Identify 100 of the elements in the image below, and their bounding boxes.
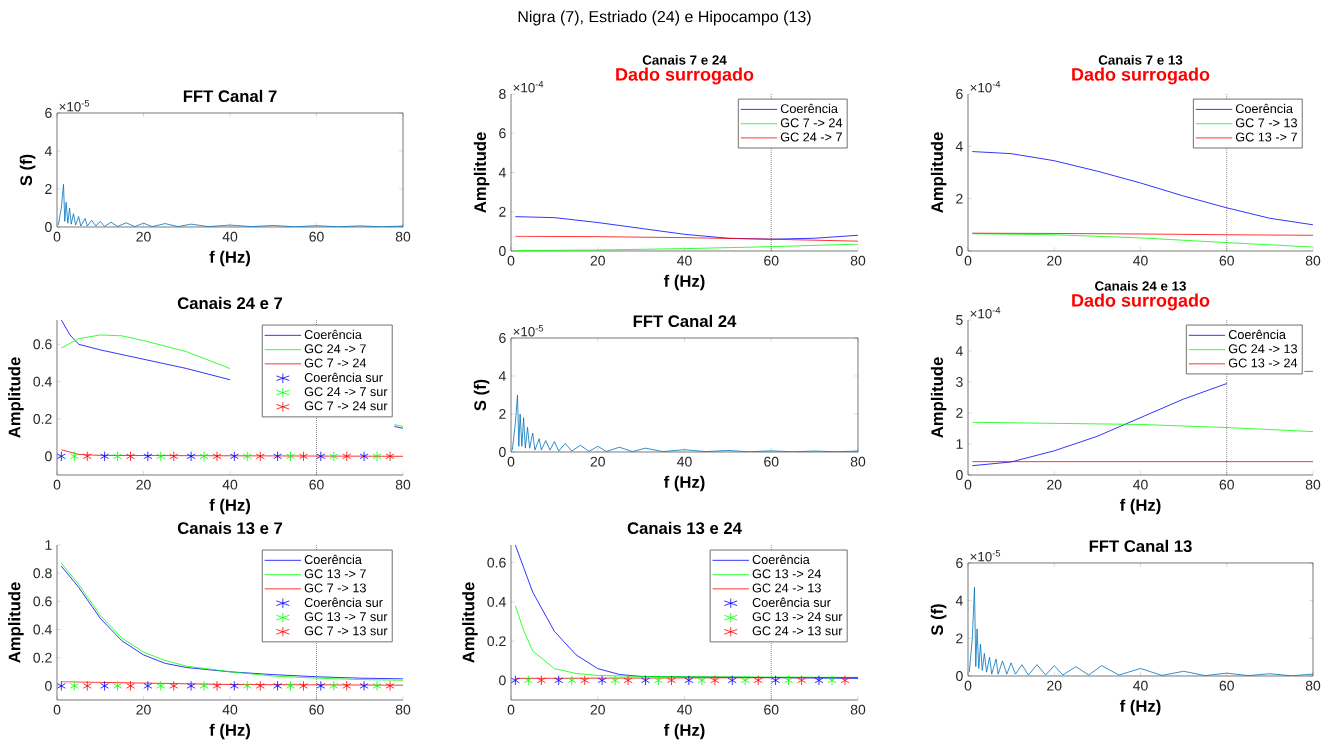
- x-tick-label: 0: [507, 704, 515, 715]
- y-tick-label: 5: [956, 315, 963, 325]
- legend-label: GC 24 -> 13: [1228, 344, 1297, 354]
- y-tick-label: 2: [45, 184, 52, 194]
- x-tick-label: 60: [764, 704, 779, 715]
- legend-label: GC 7 -> 13 sur: [304, 626, 388, 636]
- x-tick-label: 80: [395, 704, 411, 715]
- x-axis-title: f (Hz): [1119, 699, 1161, 716]
- x-tick-label: 80: [850, 704, 866, 715]
- y-tick-label: 6: [956, 89, 963, 99]
- y-tick-label: 4: [498, 371, 506, 381]
- y-tick-label: 0.6: [487, 557, 506, 568]
- x-tick-label: 60: [1219, 479, 1234, 490]
- legend-label: GC 24 -> 13 sur: [752, 626, 843, 636]
- y-tick-label: 0.2: [487, 636, 506, 647]
- y-tick-label: 6: [499, 128, 506, 139]
- legend-label: GC 13 -> 7 sur: [304, 612, 388, 622]
- x-tick-label: 40: [222, 704, 238, 715]
- y-tick-label: 0.2: [33, 414, 52, 424]
- text: ×10$^{-5}$: [59, 100, 90, 112]
- legend-label: Coerência sur: [752, 597, 831, 607]
- x-tick-label: 0: [964, 680, 972, 691]
- legend-label: GC 24 -> 7: [780, 132, 842, 142]
- chart-title: FFT Canal 24: [633, 314, 737, 328]
- y-tick-label: 0: [956, 671, 963, 681]
- y-tick-label: 0.4: [33, 624, 52, 635]
- x-tick-label: 40: [677, 456, 692, 467]
- x-tick-label: 60: [1219, 680, 1234, 691]
- x-tick-label: 80: [850, 456, 866, 467]
- x-tick-label: 80: [1305, 255, 1321, 266]
- legend-label: Coerência: [304, 554, 362, 565]
- y-tick-label: 1: [956, 439, 963, 449]
- y-axis-title: Amplitude: [473, 132, 490, 213]
- x-tick-label: 0: [507, 456, 515, 467]
- x-tick-label: 20: [136, 479, 151, 490]
- x-tick-label: 80: [1305, 680, 1321, 691]
- x-tick-label: 40: [677, 255, 692, 266]
- y-tick-label: 8: [499, 89, 506, 99]
- text: ×10$^{-4}$: [970, 307, 1001, 319]
- legend-label: GC 24 -> 13: [752, 583, 821, 593]
- x-tick-label: 60: [1219, 255, 1234, 266]
- legend-label: GC 13 -> 7: [1235, 132, 1297, 142]
- y-axis-title: Amplitude: [930, 357, 947, 438]
- legend-label: GC 7 -> 13: [304, 583, 366, 593]
- x-tick-label: 20: [136, 231, 151, 242]
- y-axis-title: S (f): [473, 379, 490, 411]
- legend-label: GC 13 -> 24 sur: [752, 612, 843, 622]
- legend-label: Coerência: [304, 329, 362, 340]
- legend-label: Coerência: [780, 103, 838, 114]
- y-tick-label: 4: [955, 346, 963, 356]
- legend-label: GC 7 -> 24 sur: [304, 401, 388, 411]
- y-axis-title: Amplitude: [8, 357, 24, 438]
- y-tick-label: 4: [955, 141, 963, 152]
- legend-label: GC 13 -> 24: [752, 569, 822, 579]
- x-tick-label: 20: [590, 456, 605, 467]
- legend-label: GC 24 -> 7 sur: [304, 387, 388, 397]
- legend-label: Coerência sur: [304, 597, 383, 607]
- legend-label: GC 13 -> 24: [1228, 358, 1298, 368]
- y-tick-label: 2: [956, 408, 963, 418]
- y-tick-label: 0.6: [33, 596, 52, 607]
- x-tick-label: 0: [507, 255, 515, 266]
- x-tick-label: 80: [850, 255, 866, 266]
- text: ×10$^{-4}$: [513, 81, 544, 93]
- chart-subtitle: Dado surrogado: [1072, 67, 1210, 85]
- y-tick-label: 0.4: [33, 376, 52, 387]
- x-tick-label: 20: [1047, 479, 1062, 490]
- x-tick-label: 40: [677, 704, 692, 715]
- y-axis-title: S (f): [930, 604, 947, 636]
- x-tick-label: 20: [590, 255, 605, 266]
- x-tick-label: 0: [53, 704, 61, 715]
- x-tick-label: 60: [309, 704, 324, 715]
- y-tick-label: 1: [45, 540, 52, 550]
- x-tick-label: 60: [309, 479, 324, 490]
- x-tick-label: 0: [53, 479, 61, 490]
- x-tick-label: 40: [1133, 255, 1148, 266]
- x-tick-label: 80: [1305, 479, 1321, 490]
- y-tick-label: 0: [956, 470, 963, 480]
- x-tick-label: 0: [53, 231, 61, 242]
- y-tick-label: 2: [956, 633, 963, 644]
- x-axis-title: f (Hz): [1119, 498, 1161, 515]
- y-tick-label: 0: [956, 246, 963, 256]
- x-tick-label: 40: [222, 231, 238, 242]
- y-tick-label: 4: [955, 595, 963, 606]
- legend-label: GC 7 -> 24: [780, 118, 843, 128]
- legend-label: GC 7 -> 24: [304, 358, 367, 368]
- y-tick-label: 0.4: [487, 596, 506, 607]
- x-tick-label: 80: [395, 231, 411, 242]
- legend-label: GC 7 -> 13: [1235, 118, 1297, 128]
- x-tick-label: 20: [1047, 680, 1062, 691]
- x-tick-label: 20: [590, 704, 605, 715]
- y-tick-label: 0: [499, 447, 506, 457]
- x-axis-title: f (Hz): [209, 498, 250, 515]
- y-axis-title: Amplitude: [930, 132, 947, 213]
- x-tick-label: 60: [764, 456, 779, 467]
- y-tick-label: 4: [44, 146, 52, 156]
- x-axis-title: f (Hz): [663, 723, 705, 740]
- y-axis-title: Amplitude: [8, 582, 24, 663]
- y-tick-label: 0.8: [33, 568, 52, 579]
- y-tick-label: 0: [499, 246, 506, 256]
- legend-label: Coerência: [1228, 329, 1286, 340]
